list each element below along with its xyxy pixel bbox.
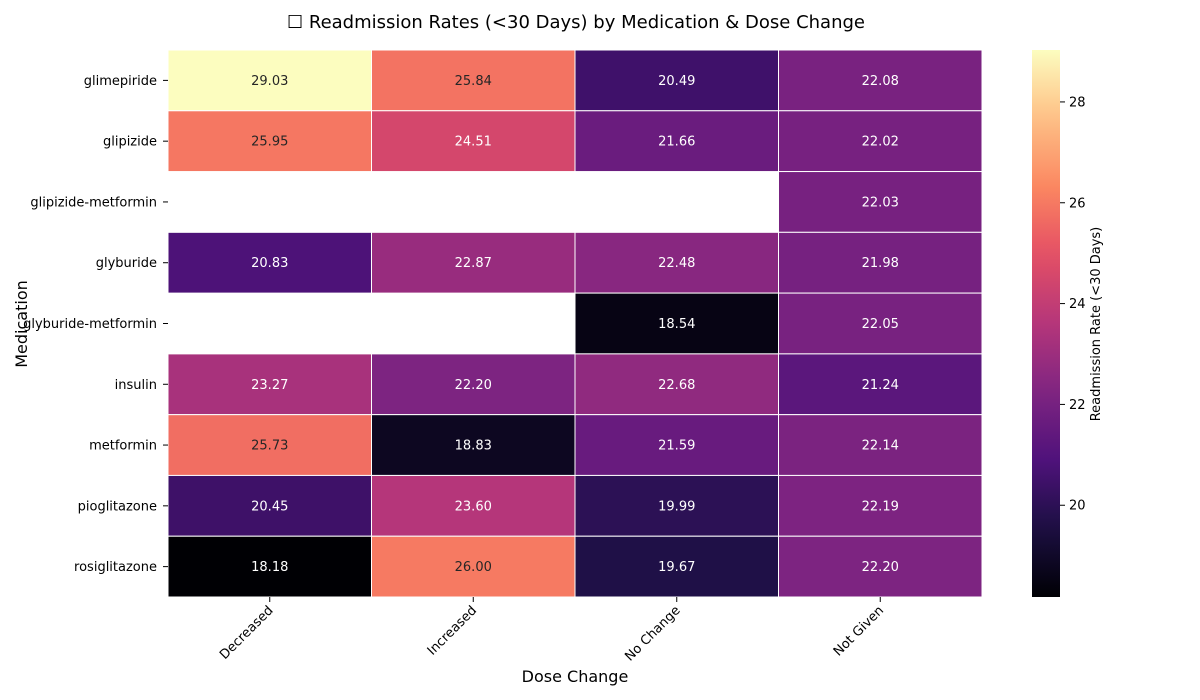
x-tick-label: Not Given: [831, 603, 887, 659]
x-tick-label: No Change: [622, 603, 683, 664]
cell-value-label: 21.66: [658, 135, 695, 150]
cell-value-label: 19.99: [658, 499, 695, 514]
y-tick-label: insulin: [115, 378, 157, 393]
y-tick-label: metformin: [89, 439, 157, 454]
cell-value-label: 21.59: [658, 439, 695, 454]
cell-value-label: 22.68: [658, 378, 695, 393]
colorbar-tick-label: 24: [1069, 297, 1086, 312]
y-tick-label: glimepiride: [84, 74, 157, 89]
heatmap-cell: [167, 49, 372, 112]
cell-value-label: 29.03: [251, 74, 288, 89]
cell-value-label: 25.95: [251, 135, 288, 150]
y-tick-label: rosiglitazone: [74, 560, 157, 575]
heatmap-cell: [371, 49, 576, 112]
heatmap-cell: [167, 414, 372, 476]
y-tick-label: pioglitazone: [78, 499, 157, 514]
cell-value-label: 23.27: [251, 378, 288, 393]
cell-value-label: 21.98: [862, 256, 899, 271]
heatmap-cell: [574, 110, 779, 173]
y-tick-labels: glimepiride glipizide glipizide-metformin g…: [23, 74, 168, 575]
heatmap-cell: [371, 110, 576, 173]
cell-value-label: 22.08: [862, 74, 899, 89]
heatmap-cell: [574, 353, 779, 416]
heatmap-cell: [371, 353, 576, 416]
colorbar-gradient: [1032, 50, 1060, 597]
heatmap-cell: [574, 292, 779, 355]
x-tick-labels: Decreased Increased No Change Not Given: [217, 597, 887, 664]
heatmap-cell: [778, 49, 983, 112]
cell-value-label: 22.19: [862, 499, 899, 514]
cell-value-label: 22.20: [862, 560, 899, 575]
heatmap-cell: [371, 474, 576, 537]
cell-value-label: 22.48: [658, 256, 695, 271]
cell-value-label: 21.24: [862, 378, 899, 393]
cell-value-label: 22.05: [862, 317, 899, 332]
colorbar-tick-label: 20: [1069, 499, 1086, 514]
heatmap-cell: [778, 231, 983, 294]
cell-value-label: 25.73: [251, 439, 288, 454]
cell-value-label: 22.87: [455, 256, 492, 271]
heatmap-cell: [778, 110, 983, 173]
colorbar-tick-label: 28: [1069, 95, 1086, 110]
cell-value-label: 19.67: [658, 560, 695, 575]
y-tick-label: glipizide-metformin: [30, 195, 157, 210]
cell-value-label: 20.83: [251, 256, 288, 271]
y-tick-label: glipizide: [103, 135, 157, 150]
heatmap-cell: [574, 414, 779, 476]
heatmap-cell: [574, 231, 779, 294]
cell-value-label: 23.60: [455, 499, 492, 514]
colorbar: 20 22 24 26 28: [1032, 50, 1086, 597]
heatmap-cell: [167, 535, 372, 598]
heatmap-cells: 29.03 25.84 20.49 22.08 25.95 24.51 21.66 22.02…: [167, 49, 983, 598]
cell-value-label: 18.54: [658, 317, 695, 332]
heatmap-cell: [778, 474, 983, 537]
cell-value-label: 20.45: [251, 499, 288, 514]
cell-value-label: 24.51: [455, 135, 492, 150]
y-tick-label: glyburide: [96, 256, 157, 271]
cell-value-label: 20.49: [658, 74, 695, 89]
heatmap-cell: [371, 535, 576, 598]
chart-title: ☐ Readmission Rates (<30 Days) by Medica…: [287, 12, 865, 33]
heatmap-cell: [778, 414, 983, 476]
cell-value-label: 22.03: [862, 195, 899, 210]
heatmap-cell: [574, 49, 779, 112]
x-axis-label: Dose Change: [522, 667, 629, 686]
cell-value-label: 22.14: [862, 439, 899, 454]
heatmap-cell: [167, 110, 372, 173]
colorbar-tick-label: 26: [1069, 196, 1086, 211]
y-tick-label: glyburide-metformin: [23, 317, 157, 332]
heatmap-cell: [778, 535, 983, 598]
cell-value-label: 22.02: [862, 135, 899, 150]
cell-value-label: 25.84: [455, 74, 492, 89]
cell-value-label: 18.83: [455, 439, 492, 454]
heatmap-cell: [778, 292, 983, 355]
heatmap-cell: [167, 231, 372, 294]
colorbar-tick-label: 22: [1069, 398, 1086, 413]
heatmap-cell: [778, 353, 983, 416]
cell-value-label: 26.00: [455, 560, 492, 575]
cell-value-label: 22.20: [455, 378, 492, 393]
x-tick-label: Increased: [425, 603, 480, 658]
y-axis-label: Medication: [12, 280, 31, 368]
heatmap-cell: [371, 414, 576, 476]
colorbar-label: Readmission Rate (<30 Days): [1089, 227, 1104, 422]
cell-value-label: 18.18: [251, 560, 288, 575]
x-tick-label: Decreased: [217, 603, 277, 663]
